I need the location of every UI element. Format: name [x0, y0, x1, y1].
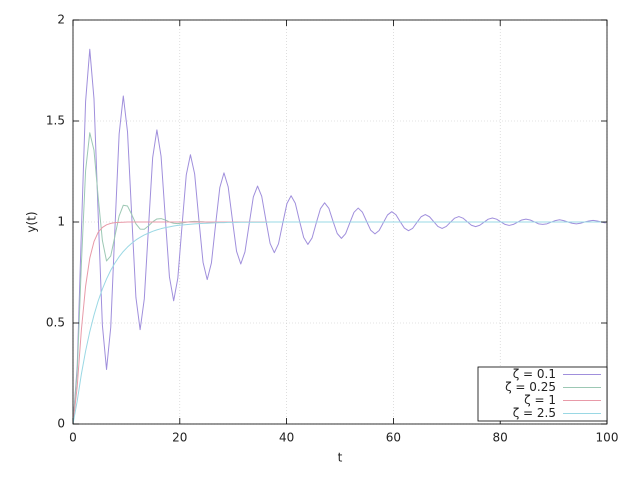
legend-label: ζ = 0.1: [513, 367, 556, 381]
y-axis-label: y(t): [25, 211, 39, 232]
y-tick-label: 1.5: [46, 114, 65, 128]
x-tick-label: 20: [172, 431, 187, 445]
x-tick-label: 40: [279, 431, 294, 445]
y-tick-label: 1: [57, 215, 65, 229]
x-tick-label: 60: [386, 431, 401, 445]
y-tick-label: 0.5: [46, 316, 65, 330]
legend-label: ζ = 1: [524, 393, 556, 407]
x-tick-label: 0: [69, 431, 77, 445]
x-tick-label: 80: [493, 431, 508, 445]
series-line: [72, 221, 606, 425]
x-axis-label: t: [338, 451, 343, 465]
series-line: [72, 48, 606, 425]
legend: ζ = 0.1ζ = 0.25ζ = 1ζ = 2.5: [477, 366, 608, 422]
y-tick-label: 0: [57, 417, 65, 431]
legend-label: ζ = 2.5: [513, 406, 556, 420]
legend-label: ζ = 0.25: [505, 380, 556, 394]
x-tick-label: 100: [596, 431, 619, 445]
legend-box: [477, 366, 608, 422]
plot-lines: [72, 48, 606, 425]
ticks: 0 20 40 60 80 100 0 0.5 1 1.5 2: [46, 13, 619, 445]
y-tick-label: 2: [57, 13, 65, 27]
